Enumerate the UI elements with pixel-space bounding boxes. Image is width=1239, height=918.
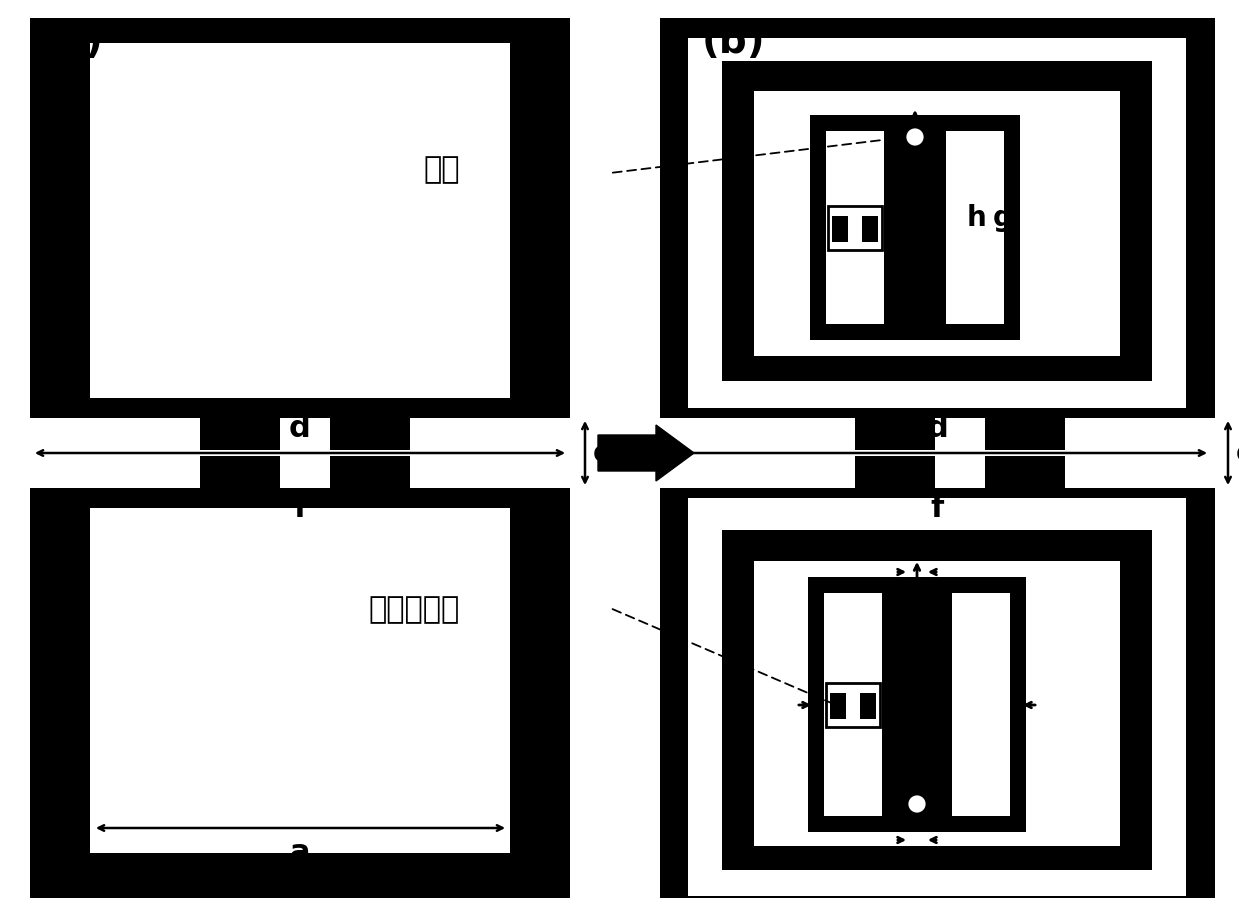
Circle shape xyxy=(907,794,927,814)
Bar xyxy=(855,418,935,450)
Bar xyxy=(722,530,1152,870)
Text: (b): (b) xyxy=(703,23,766,61)
Bar xyxy=(985,456,1066,488)
Bar xyxy=(826,683,880,727)
Text: e: e xyxy=(593,439,613,467)
Bar xyxy=(947,131,1004,324)
Bar xyxy=(199,418,280,450)
Text: f: f xyxy=(930,494,944,523)
Bar xyxy=(824,593,882,816)
Circle shape xyxy=(904,127,926,147)
Bar xyxy=(330,418,410,450)
Bar xyxy=(860,693,876,719)
Bar xyxy=(688,498,1186,896)
Bar xyxy=(833,216,847,242)
Bar xyxy=(855,456,935,488)
Bar xyxy=(755,91,1120,356)
Bar xyxy=(722,61,1152,381)
Bar xyxy=(30,418,570,488)
Bar xyxy=(808,577,1026,832)
Text: a: a xyxy=(290,838,310,867)
Text: f: f xyxy=(294,494,306,523)
Text: (a): (a) xyxy=(42,23,104,61)
Bar xyxy=(660,18,1215,898)
Bar xyxy=(862,216,878,242)
Text: g: g xyxy=(992,204,1012,232)
Text: 变容二极管: 变容二极管 xyxy=(369,596,460,624)
Text: 通孔: 通孔 xyxy=(424,155,460,185)
Text: d: d xyxy=(289,414,311,443)
Bar xyxy=(330,456,410,488)
Bar xyxy=(688,38,1186,408)
Bar xyxy=(830,693,846,719)
Bar xyxy=(199,456,280,488)
Bar xyxy=(30,18,570,898)
Text: h: h xyxy=(966,204,986,232)
Text: d: d xyxy=(926,414,948,443)
Bar xyxy=(90,43,510,398)
Bar xyxy=(828,206,882,250)
Bar xyxy=(660,418,1215,488)
Bar xyxy=(755,561,1120,846)
Text: e: e xyxy=(1237,439,1239,467)
Bar xyxy=(90,508,510,853)
Bar xyxy=(985,418,1066,450)
Bar xyxy=(810,115,1020,340)
Bar xyxy=(952,593,1010,816)
FancyArrow shape xyxy=(598,425,694,481)
Bar xyxy=(826,131,883,324)
